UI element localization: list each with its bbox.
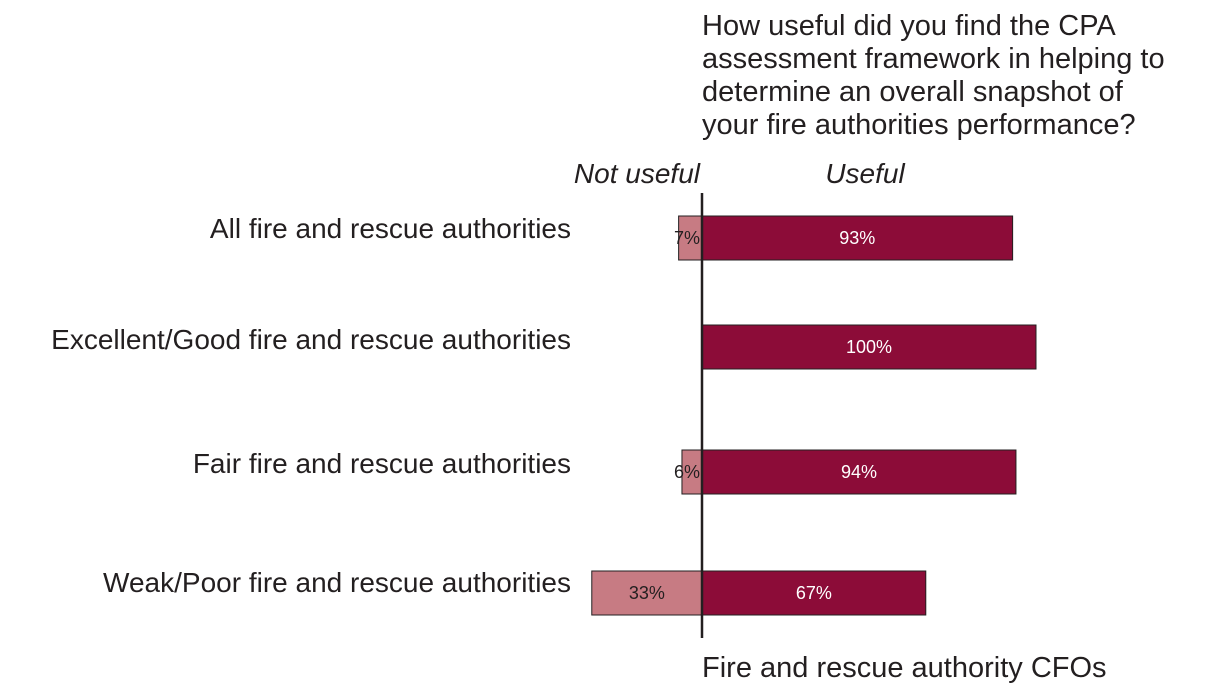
bar-label-not-useful: 7% — [674, 228, 700, 248]
useful-label: Useful — [825, 158, 905, 189]
bar-label-useful: 67% — [796, 583, 832, 603]
bar-useful — [701, 570, 927, 616]
footer-label: Fire and rescue authority CFOs — [702, 652, 1107, 684]
bar-useful — [701, 324, 1037, 370]
chart-title: How useful did you find the CPA assessme… — [702, 10, 1165, 141]
title-line-4: your fire authorities performance? — [702, 109, 1136, 141]
title-line-2: assessment framework in helping to — [702, 43, 1165, 75]
bar-useful — [701, 215, 1014, 261]
bars-layer: 7% 93% 100% 6% 94% 33% 67% — [591, 215, 1037, 616]
category-label: Fair fire and rescue authorities — [193, 448, 571, 479]
category-label: Excellent/Good fire and rescue authoriti… — [51, 324, 571, 355]
bar-label-not-useful: 33% — [629, 583, 665, 603]
category-label: Weak/Poor fire and rescue authorities — [103, 567, 571, 598]
title-line-1: How useful did you find the CPA — [702, 10, 1116, 42]
bar-label-useful: 94% — [841, 462, 877, 482]
bar-not-useful — [591, 570, 703, 616]
category-label: All fire and rescue authorities — [210, 213, 571, 244]
bar-label-useful: 100% — [846, 337, 892, 357]
bar-useful — [701, 449, 1017, 495]
bar-label-useful: 93% — [839, 228, 875, 248]
bar-label-not-useful: 6% — [674, 462, 700, 482]
not-useful-label: Not useful — [574, 158, 701, 189]
title-line-3: determine an overall snapshot of — [702, 76, 1124, 108]
